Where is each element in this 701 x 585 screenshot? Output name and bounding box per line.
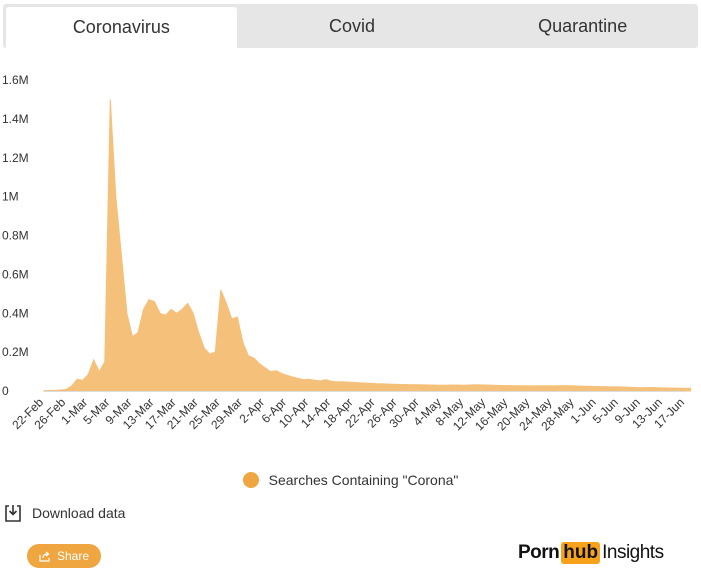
download-data-button[interactable]: Download data [4, 503, 125, 523]
tab-bar: Coronavirus Covid Quarantine [3, 4, 698, 48]
legend-marker [242, 472, 259, 488]
download-icon [5, 505, 21, 522]
y-tick-label: 1.6M [2, 73, 29, 87]
y-tick-label: 0 [2, 384, 9, 398]
legend-label: Searches Containing "Corona" [268, 472, 459, 488]
share-button[interactable]: Share [27, 544, 101, 568]
share-label: Share [56, 549, 90, 563]
logo-part-insights: Insights [602, 542, 664, 563]
y-tick-label: 1.4M [2, 112, 29, 126]
tab-covid[interactable]: Covid [328, 15, 376, 36]
download-data-label: Download data [32, 505, 126, 521]
y-tick-label: 0.6M [2, 267, 29, 281]
y-tick-label: 0.8M [2, 229, 29, 243]
logo-part-hub: hub [561, 542, 601, 564]
tab-coronavirus[interactable]: Coronavirus [6, 7, 237, 48]
logo-part-porn: Porn [518, 542, 560, 563]
pornhub-insights-logo: Porn hub Insights [518, 542, 664, 564]
share-icon [39, 551, 50, 562]
y-tick-label: 1.2M [2, 151, 29, 165]
area-chart: 00.2M0.4M0.6M0.8M1M1.2M1.4M1.6M22-Feb26-… [2, 73, 691, 433]
y-tick-label: 1M [2, 190, 19, 204]
series-area[interactable] [43, 99, 691, 392]
tab-quarantine[interactable]: Quarantine [538, 15, 628, 36]
legend[interactable]: Searches Containing "Corona" [0, 472, 701, 488]
y-tick-label: 0.2M [2, 345, 29, 359]
y-tick-label: 0.4M [2, 306, 29, 320]
